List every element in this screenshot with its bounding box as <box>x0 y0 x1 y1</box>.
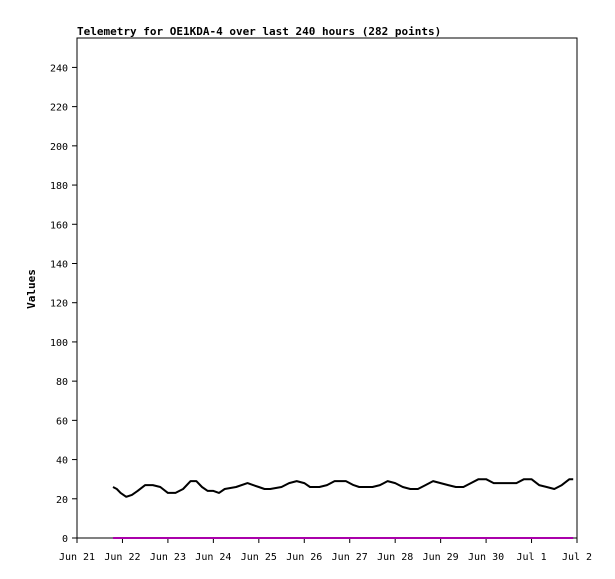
x-tick-label: Jun 28 <box>377 552 413 563</box>
y-tick-label: 20 <box>56 495 68 506</box>
y-tick-label: 100 <box>50 338 68 349</box>
plot-area <box>76 37 578 539</box>
chart-title: Telemetry for OE1KDA-4 over last 240 hou… <box>77 25 441 38</box>
x-tick-label: Jun 30 <box>468 552 504 563</box>
x-tick-label: Jun 22 <box>104 552 140 563</box>
y-axis-label: Values <box>25 269 38 309</box>
x-tick-label: Jul 1 <box>516 552 546 563</box>
y-tick-label: 0 <box>62 534 68 545</box>
x-tick-label: Jun 24 <box>195 552 231 563</box>
x-axis: Jun 21 Jun 22 Jun 23 Jun 24 Jun 25 Jun 26 Jun … <box>59 538 592 563</box>
y-tick-label: 180 <box>50 181 68 192</box>
plot-series <box>112 478 574 539</box>
x-tick-label: Jun 21 <box>59 552 95 563</box>
y-tick-label: 60 <box>56 416 68 427</box>
y-tick-label: 80 <box>56 377 68 388</box>
y-tick-label: 140 <box>50 259 68 270</box>
y-tick-label: 240 <box>50 63 68 74</box>
series-line-1 <box>112 478 574 498</box>
x-tick-label: Jul 2 <box>562 552 592 563</box>
y-tick-label: 160 <box>50 220 68 231</box>
x-tick-label: Jun 26 <box>286 552 322 563</box>
y-tick-label: 220 <box>50 103 68 114</box>
y-tick-label: 120 <box>50 299 68 310</box>
x-tick-label: Jun 25 <box>241 552 277 563</box>
y-tick-label: 40 <box>56 456 68 467</box>
x-tick-label: Jun 23 <box>150 552 186 563</box>
x-tick-label: Jun 27 <box>332 552 368 563</box>
x-tick-label: Jun 29 <box>423 552 459 563</box>
y-tick-label: 200 <box>50 142 68 153</box>
y-axis: 0 20 40 60 80 100 120 140 160 180 200 220 240 <box>50 63 77 545</box>
